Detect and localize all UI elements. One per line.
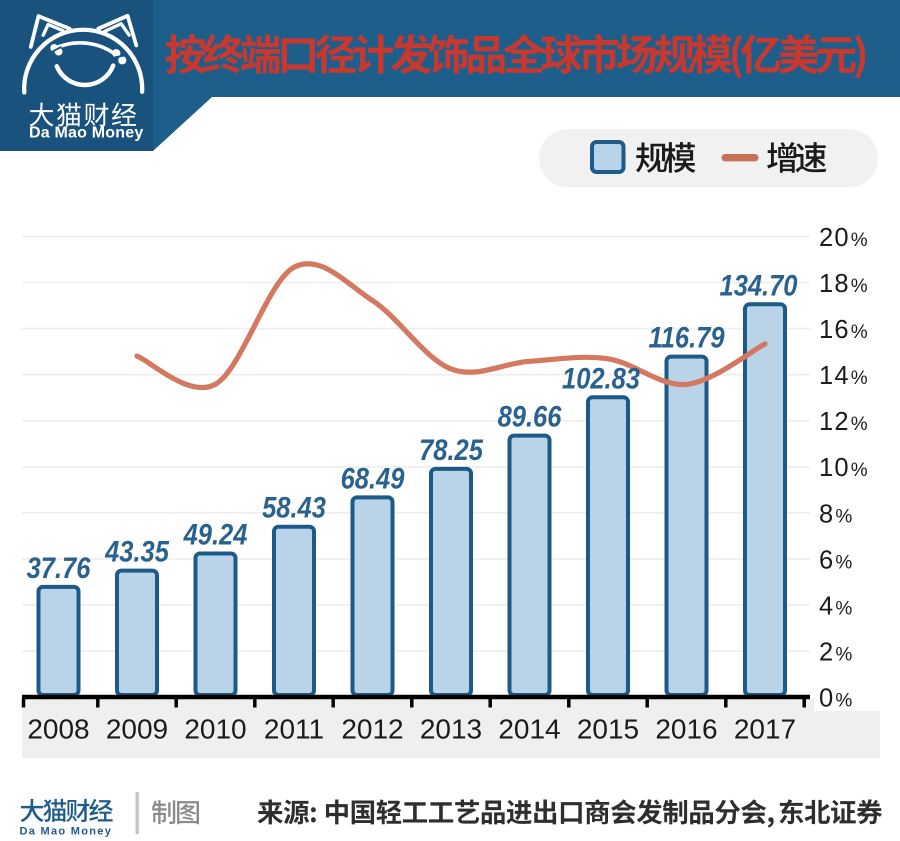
- svg-text:Da Mao Money: Da Mao Money: [29, 125, 143, 142]
- svg-text:116.79: 116.79: [648, 321, 725, 354]
- svg-text:10%: 10%: [819, 454, 869, 482]
- svg-text:20%: 20%: [819, 224, 869, 252]
- svg-text:37.76: 37.76: [27, 551, 91, 584]
- svg-text:102.83: 102.83: [562, 361, 640, 394]
- svg-text:58.43: 58.43: [262, 491, 326, 524]
- svg-text:2%: 2%: [819, 639, 854, 667]
- svg-text:49.24: 49.24: [183, 518, 248, 551]
- svg-text:43.35: 43.35: [104, 535, 169, 568]
- svg-text:2013: 2013: [420, 714, 482, 745]
- svg-text:18%: 18%: [819, 270, 869, 298]
- svg-text:2015: 2015: [577, 714, 639, 745]
- svg-text:134.70: 134.70: [720, 268, 798, 301]
- svg-text:78.25: 78.25: [419, 433, 483, 466]
- svg-text:2011: 2011: [264, 714, 324, 745]
- svg-text:2009: 2009: [106, 714, 168, 745]
- svg-text:6%: 6%: [819, 546, 854, 574]
- svg-text:4%: 4%: [819, 592, 854, 620]
- svg-text:12%: 12%: [819, 408, 869, 436]
- svg-text:14%: 14%: [819, 362, 869, 390]
- svg-text:8%: 8%: [819, 500, 854, 528]
- svg-text:89.66: 89.66: [498, 400, 562, 433]
- svg-text:2010: 2010: [184, 714, 246, 745]
- svg-text:2017: 2017: [734, 714, 796, 745]
- svg-text:2016: 2016: [655, 714, 717, 745]
- svg-text:2008: 2008: [27, 714, 89, 745]
- svg-text:2012: 2012: [341, 714, 403, 745]
- svg-text:2014: 2014: [498, 714, 560, 745]
- svg-text:68.49: 68.49: [341, 461, 405, 494]
- svg-text:Da Mao Money: Da Mao Money: [20, 826, 113, 838]
- svg-text:16%: 16%: [819, 316, 869, 344]
